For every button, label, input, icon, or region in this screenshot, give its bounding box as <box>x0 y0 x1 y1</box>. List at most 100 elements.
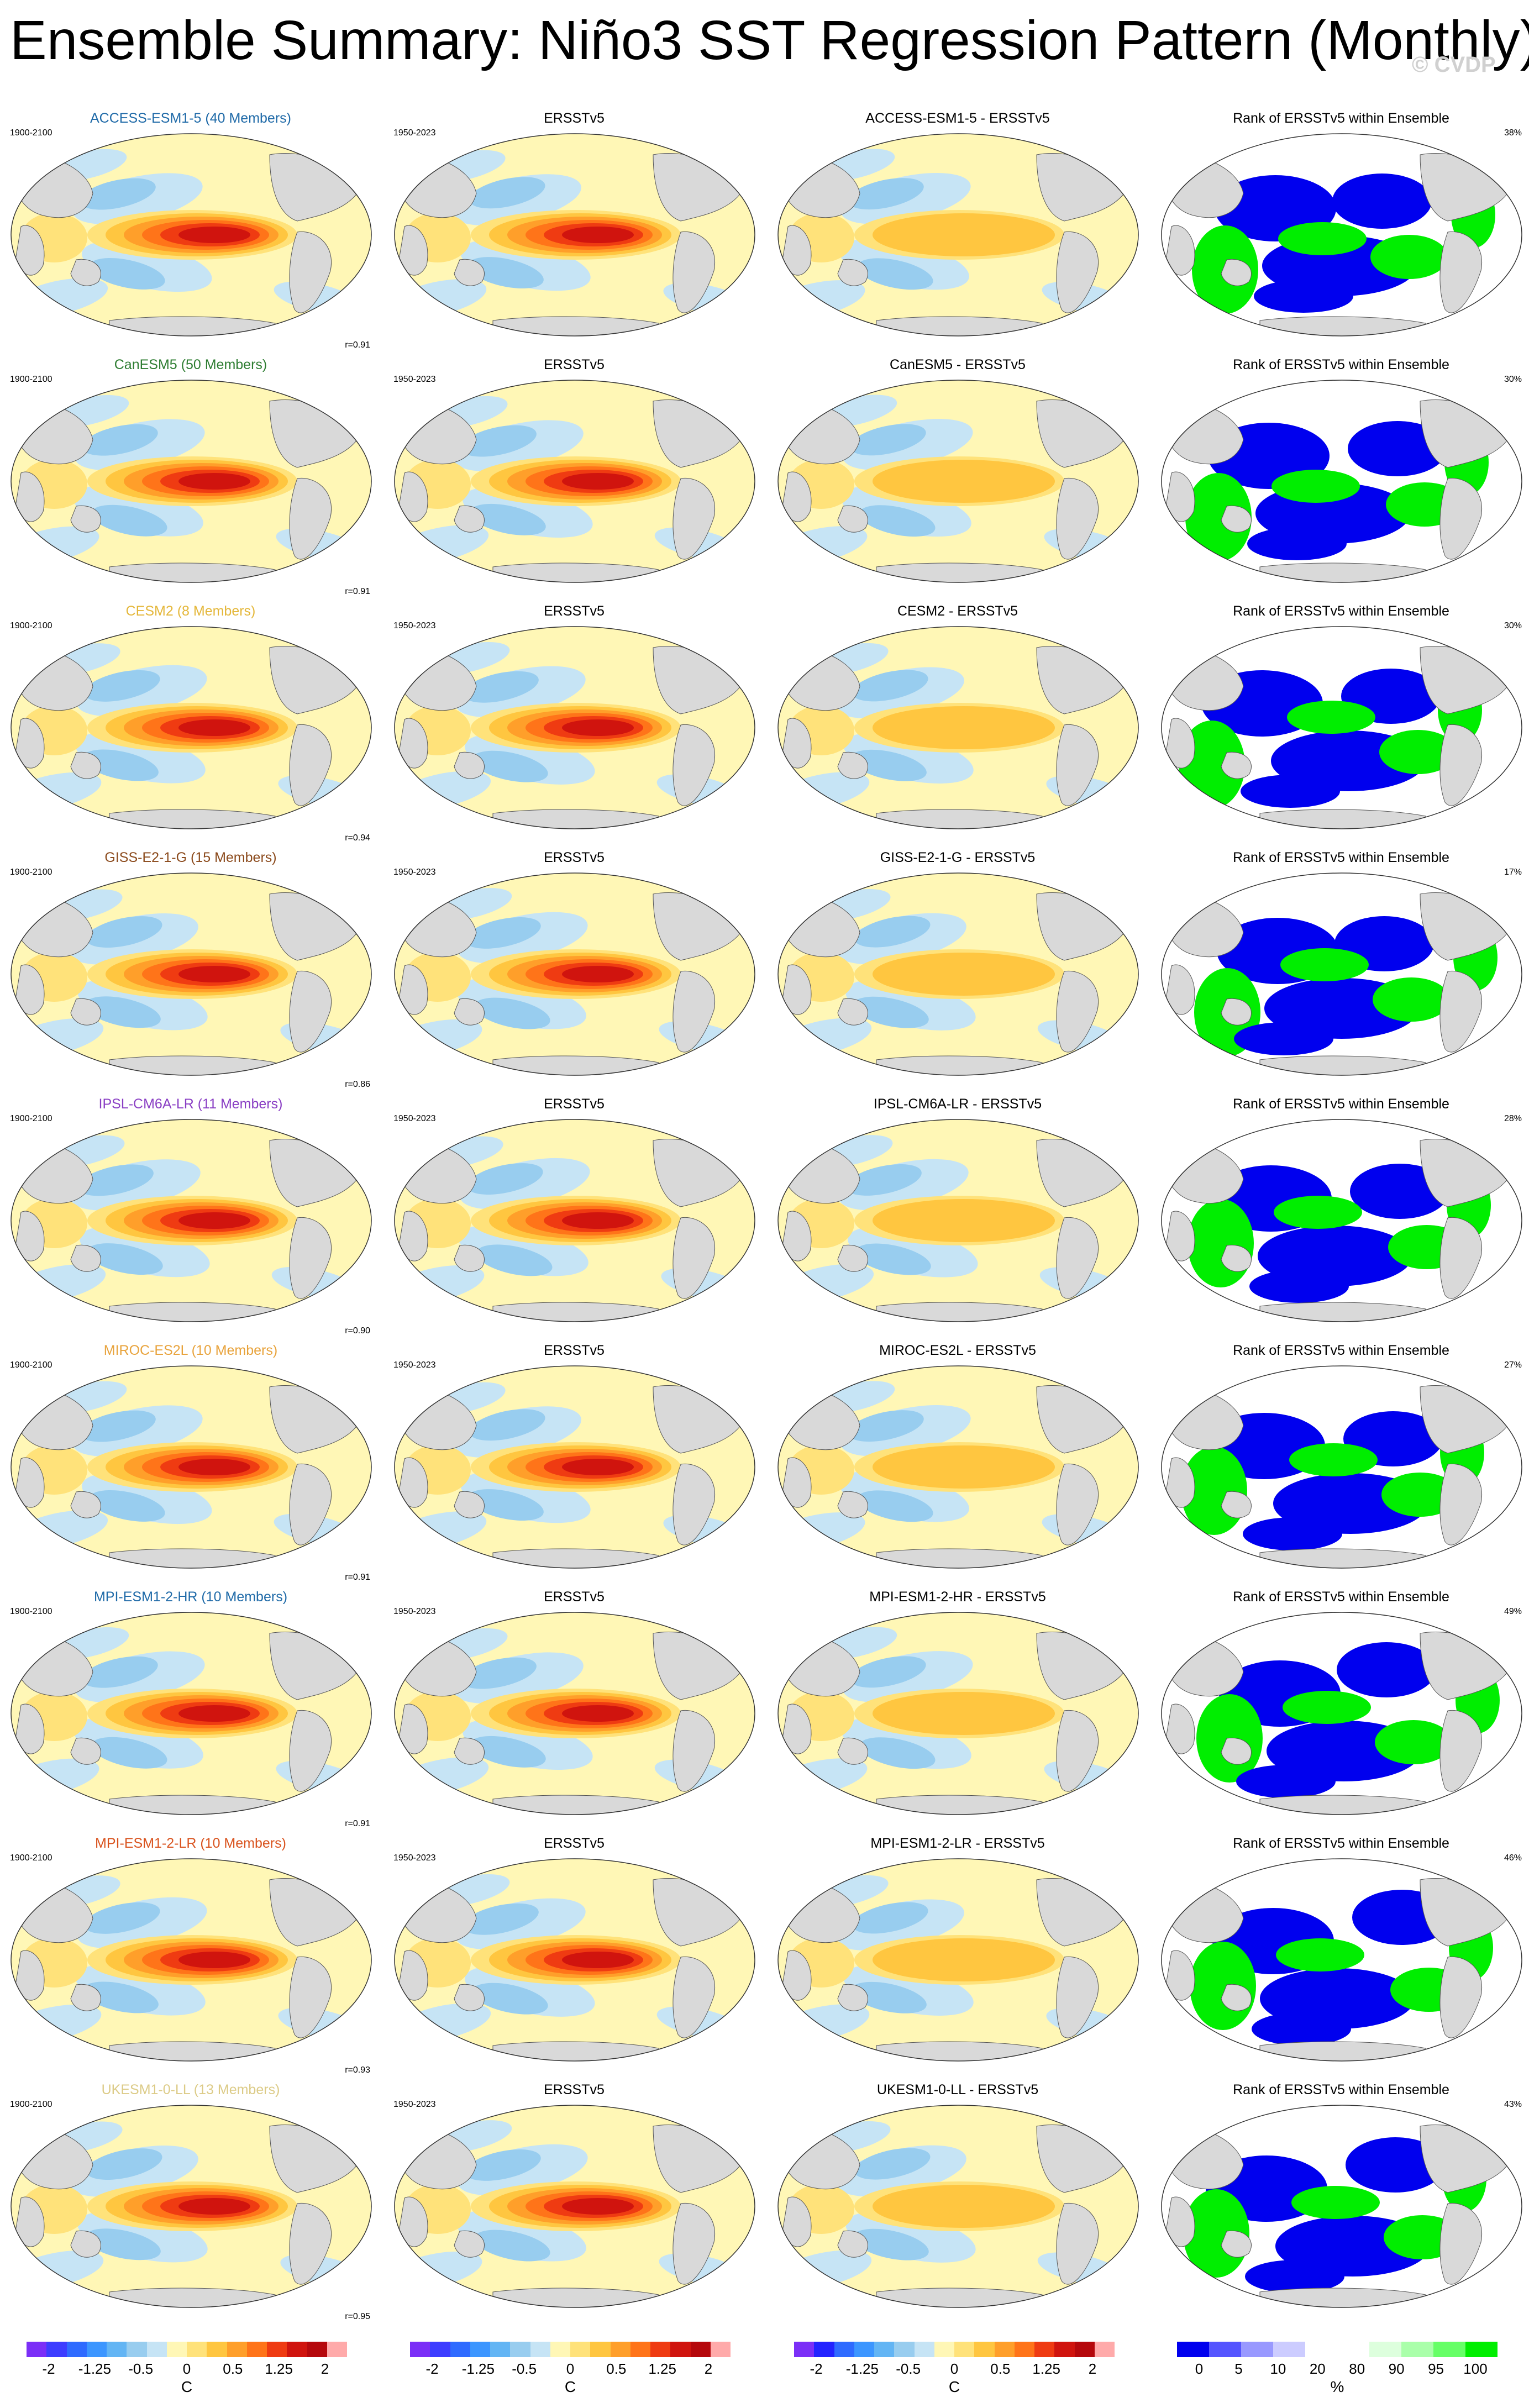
rank-title: Rank of ERSSTv5 within Ensemble <box>1233 850 1449 865</box>
map-container <box>10 872 372 1076</box>
land-mass <box>289 2202 332 2285</box>
land-mass <box>1439 970 1482 1053</box>
land-mass <box>492 1302 659 1322</box>
colorbar-tick-label: 1.25 <box>265 2360 293 2377</box>
map-container <box>393 625 756 830</box>
obs-period: 1950-2023 <box>393 1853 436 1863</box>
rank-map <box>1161 872 1522 1076</box>
map-container <box>777 1611 1139 1816</box>
colorbar-swatch <box>934 2342 954 2357</box>
model-title: CanESM5 (50 Members) <box>114 357 267 372</box>
difference-title: GISS-E2-1-G - ERSSTv5 <box>880 850 1036 865</box>
land-mass <box>1056 724 1099 806</box>
land-mass <box>454 1984 485 2011</box>
obs-map <box>394 1858 755 2062</box>
colorbar-swatch <box>914 2342 934 2357</box>
map-container <box>393 1858 756 2062</box>
map-border <box>394 380 755 583</box>
land-mass <box>1439 724 1482 806</box>
land-mass <box>454 751 485 779</box>
colorbar-unit: C <box>948 2378 960 2395</box>
rank-region <box>1283 1691 1371 1724</box>
colorbar-unit: C <box>181 2378 193 2395</box>
map-container <box>777 1858 1139 2062</box>
obs-title: ERSSTv5 <box>544 1589 605 1605</box>
land-mass <box>876 1795 1043 1815</box>
obs-title: ERSSTv5 <box>544 111 605 126</box>
pattern-correlation: r=0.91 <box>345 587 370 596</box>
map-container <box>393 133 756 337</box>
colorbar-swatch <box>166 2342 187 2357</box>
colorbar-tick-label: 0 <box>566 2360 575 2377</box>
land-mass <box>672 231 715 313</box>
map-border <box>1161 133 1522 337</box>
rank-panel: Rank of ERSSTv5 within Ensemble 27% <box>1150 1343 1529 1590</box>
colorbar-tick-label: 2 <box>704 2360 713 2377</box>
rank-percent: 46% <box>1504 1853 1522 1863</box>
model-map <box>10 2105 372 2308</box>
map-container <box>1160 133 1523 337</box>
colorbar-swatch <box>630 2342 650 2357</box>
colorbar-swatch <box>530 2342 550 2357</box>
map-container <box>1160 1858 1523 2062</box>
map-container <box>10 1118 372 1323</box>
colorbar-swatch <box>187 2342 207 2357</box>
diff-map <box>777 626 1139 829</box>
map-container <box>393 1611 756 1816</box>
map-border <box>777 872 1139 1076</box>
obs-title: ERSSTv5 <box>544 357 605 372</box>
difference-panel: GISS-E2-1-G - ERSSTv5 <box>767 850 1148 1097</box>
land-mass <box>1259 1302 1426 1322</box>
obs-map <box>394 872 755 1076</box>
colorbar-swatch <box>670 2342 691 2357</box>
rank-panel: Rank of ERSSTv5 within Ensemble 49% <box>1150 1589 1529 1836</box>
rank-percent: 27% <box>1504 1360 1522 1370</box>
land-mass <box>289 477 332 560</box>
model-map <box>10 1858 372 2062</box>
obs-period: 1950-2023 <box>393 1607 436 1616</box>
land-mass <box>876 2041 1043 2061</box>
obs-map <box>394 1365 755 1569</box>
obs-panel: ERSSTv5 1950-2023 <box>383 603 765 850</box>
land-mass <box>492 2041 659 2061</box>
rank-percent: 30% <box>1504 621 1522 630</box>
obs-map <box>394 133 755 337</box>
colorbar-swatch <box>1014 2342 1034 2357</box>
map-border <box>10 1119 372 1322</box>
rank-map <box>1161 380 1522 583</box>
pattern-correlation: r=0.93 <box>345 2065 370 2075</box>
map-container <box>393 2104 756 2309</box>
map-container <box>777 379 1139 583</box>
obs-title: ERSSTv5 <box>544 1836 605 1851</box>
land-mass <box>876 562 1043 582</box>
land-mass <box>109 1055 276 1075</box>
colorbar-swatch <box>1369 2342 1401 2357</box>
model-panel: GISS-E2-1-G (15 Members) 1900-2100 r=0.86 <box>0 850 381 1097</box>
colorbar-swatch <box>1034 2342 1055 2357</box>
rank-region <box>1245 2260 1344 2293</box>
land-mass <box>837 505 868 533</box>
obs-title: ERSSTv5 <box>544 1343 605 1358</box>
map-container <box>10 1858 372 2062</box>
land-mass <box>1439 1710 1482 1792</box>
land-mass <box>454 505 485 533</box>
land-mass <box>837 1737 868 1765</box>
colorbar-swatch <box>207 2342 227 2357</box>
map-container <box>1160 1365 1523 1569</box>
land-mass <box>70 1984 101 2011</box>
colorbar-swatch <box>1177 2342 1209 2357</box>
land-mass <box>492 1055 659 1075</box>
colorbar-tick-label: 2 <box>320 2360 329 2377</box>
colorbar-swatches <box>1177 2342 1498 2357</box>
land-mass <box>492 2288 659 2307</box>
model-map <box>10 133 372 337</box>
land-mass <box>70 1491 101 1518</box>
colorbar-swatch <box>834 2342 854 2357</box>
land-mass <box>1259 1548 1426 1568</box>
land-mass <box>289 724 332 806</box>
obs-panel: ERSSTv5 1950-2023 <box>383 111 765 357</box>
colorbar-tick-label: -0.5 <box>896 2360 921 2377</box>
model-period: 1900-2100 <box>10 867 52 877</box>
map-container <box>393 872 756 1076</box>
map-container <box>10 133 372 337</box>
